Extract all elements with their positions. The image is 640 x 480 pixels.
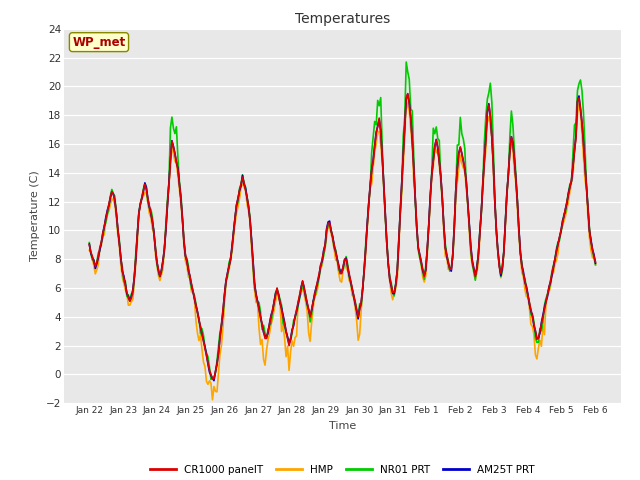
X-axis label: Time: Time: [329, 420, 356, 431]
Text: WP_met: WP_met: [72, 36, 125, 48]
Title: Temperatures: Temperatures: [295, 12, 390, 26]
Legend: CR1000 panelT, HMP, NR01 PRT, AM25T PRT: CR1000 panelT, HMP, NR01 PRT, AM25T PRT: [146, 461, 539, 479]
Y-axis label: Temperature (C): Temperature (C): [30, 170, 40, 262]
